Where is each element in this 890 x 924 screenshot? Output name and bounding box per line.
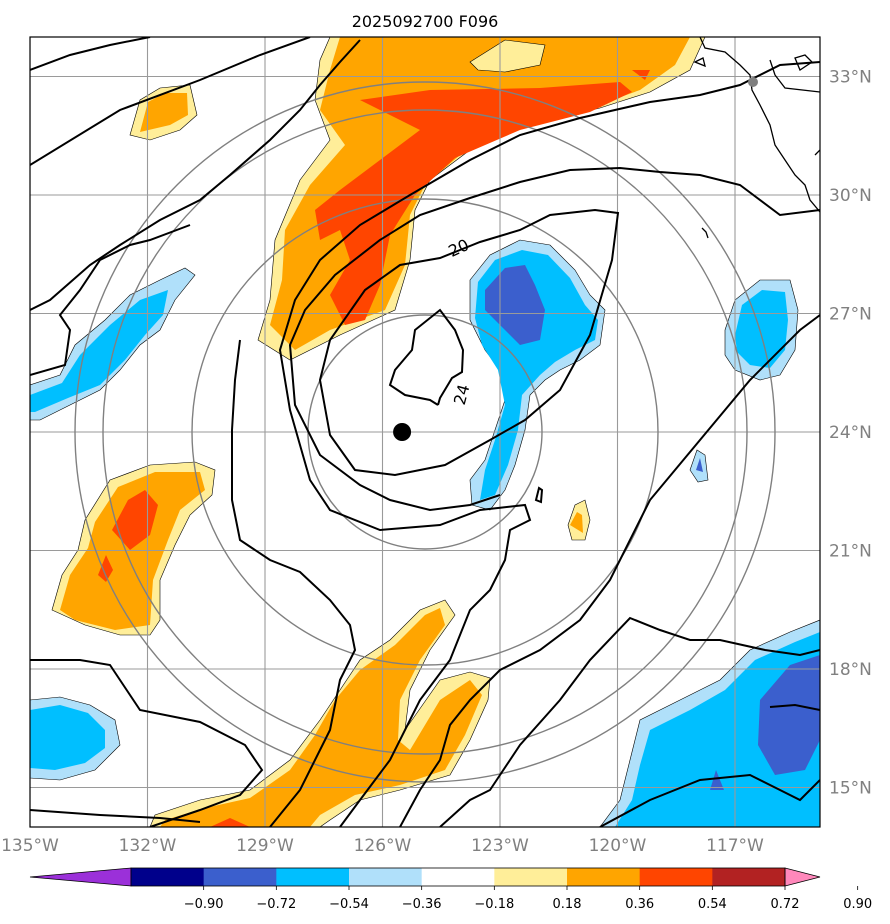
contour-outer-j: [439, 616, 820, 827]
warm-blob-sw-core: [112, 490, 158, 550]
warm-band-south-core: [210, 818, 250, 827]
cool-region-se-core: [710, 770, 724, 790]
longitude-tick-label: 129°W: [236, 836, 294, 856]
coastline: [769, 59, 820, 93]
latitude-tick-label: 15°N: [829, 779, 872, 799]
contour-24: [388, 308, 465, 406]
warm-patch: [570, 40, 610, 55]
map-frame: [29, 36, 821, 828]
longitude-tick-label: 135°W: [1, 836, 59, 856]
contour-outer-a: [30, 37, 311, 166]
colorbar-segment: [421, 868, 495, 886]
latitude-tick-label: 27°N: [829, 305, 872, 325]
cool-region-sw-mid: [30, 705, 105, 770]
contour-20: [318, 208, 620, 477]
cool-region-se-core: [758, 655, 820, 775]
colorbar-segment: [712, 868, 786, 886]
contour-outer-m: [769, 703, 820, 711]
longitude-tick-label: 123°W: [471, 836, 529, 856]
latitude-labels: 33°N 30°N 27°N 24°N 21°N 18°N 15°N: [829, 68, 872, 799]
warm-dot-core: [570, 512, 583, 533]
coastline: [693, 57, 706, 68]
colorbar: −0.90 −0.72 −0.54 −0.36 −0.18 0.18 0.36 0.54 0.7…: [29, 867, 872, 912]
range-ring: [191, 198, 659, 666]
warm-hole: [469, 39, 546, 73]
contour-outer-i: [30, 809, 201, 823]
contour-outer-d: [288, 166, 820, 512]
colorbar-segment: [639, 868, 713, 886]
cool-region-west-mid: [30, 290, 168, 412]
colorbar-tick-label: 0.18: [553, 897, 582, 912]
warm-patch-nw-core: [140, 93, 188, 132]
colorbar-segment: [203, 868, 277, 886]
colorbar-frame: [130, 867, 786, 887]
shaded-anomaly-field: [30, 37, 820, 827]
colorbar-tick-label: 0.54: [698, 897, 727, 912]
plot-title: 2025092700 F096: [352, 12, 499, 31]
colorbar-segment: [276, 868, 350, 886]
contour-outer-e: [30, 39, 361, 311]
contour-outer-h: [30, 659, 264, 827]
gridlines: [30, 37, 820, 827]
coastline: [814, 149, 820, 156]
colorbar-tick-label: −0.90: [184, 897, 224, 912]
coastline: [701, 227, 709, 239]
coastline: [693, 37, 820, 239]
contour-outer-g: [231, 339, 357, 827]
contour-outer-f: [30, 224, 191, 376]
warm-band-south-mid: [160, 608, 482, 827]
colorbar-segment: [349, 868, 423, 886]
cool-region-east-mid: [735, 290, 788, 368]
colorbar-tick-label: −0.18: [474, 897, 514, 912]
cool-region-se-mid: [615, 632, 820, 827]
latitude-tick-label: 24°N: [829, 423, 872, 443]
colorbar-segment: [494, 868, 568, 886]
latitude-tick-label: 21°N: [829, 542, 872, 562]
storm-center-marker: [393, 423, 412, 441]
warm-blob-sw-core: [98, 555, 113, 582]
colorbar-tick-label: 0.72: [771, 897, 800, 912]
latitude-tick-label: 30°N: [829, 186, 872, 206]
colorbar-extend-max: [784, 867, 821, 887]
longitude-tick-label: 126°W: [354, 836, 412, 856]
contour-label: 24: [450, 382, 474, 407]
contour-small: [534, 486, 544, 504]
colorbar-tick-label: −0.72: [256, 897, 296, 912]
longitude-tick-label: 132°W: [119, 836, 177, 856]
longitude-labels: 135°W 132°W 129°W 126°W 123°W 120°W 117°W: [1, 836, 764, 856]
contour-outer-b: [30, 37, 151, 71]
range-ring: [102, 109, 748, 755]
colorbar-tick-label: −0.54: [329, 897, 369, 912]
coastline: [794, 54, 814, 71]
contour-outer-l: [599, 773, 820, 827]
contour-outer-k: [399, 314, 820, 827]
colorbar-tick-label: 0.90: [843, 897, 872, 912]
city-marker: [748, 77, 758, 87]
colorbar-extend-min: [29, 867, 132, 887]
latitude-tick-label: 33°N: [829, 68, 872, 88]
colorbar-tick-label: 0.36: [625, 897, 654, 912]
colorbar-segment: [567, 868, 641, 886]
longitude-tick-label: 120°W: [589, 836, 647, 856]
map-area: 20 24: [30, 37, 820, 827]
coastline: [699, 37, 820, 213]
longitude-tick-label: 117°W: [706, 836, 764, 856]
contour-outer-c: [278, 61, 820, 827]
colorbar-segment: [131, 868, 205, 886]
latitude-tick-label: 18°N: [829, 660, 872, 680]
cool-dot-core: [696, 458, 703, 472]
contours: [30, 37, 820, 827]
colorbar-tick-label: −0.36: [402, 897, 442, 912]
warm-patch: [632, 70, 650, 80]
